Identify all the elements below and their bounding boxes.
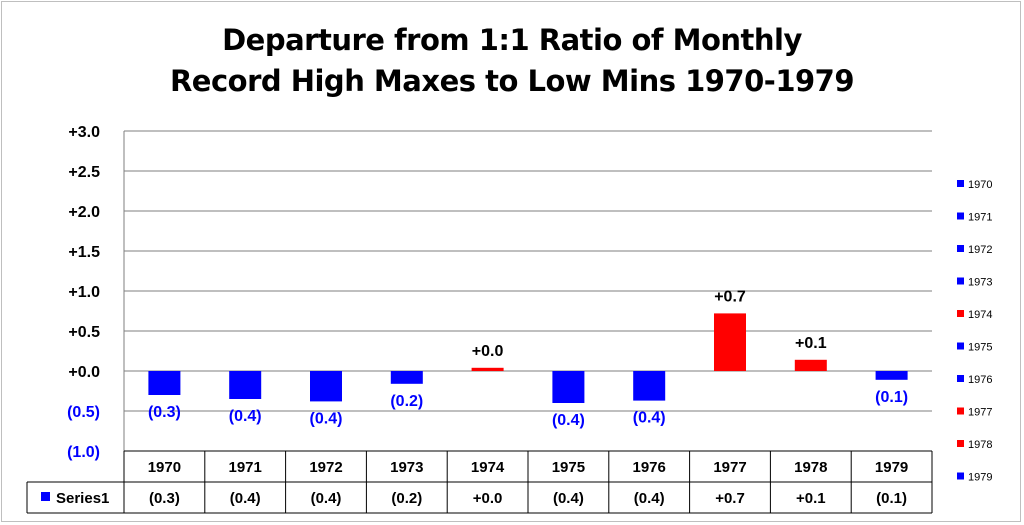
x-tick-label: 1977: [713, 459, 746, 476]
y-tick-label: +3.0: [68, 124, 100, 141]
legend-swatch: [957, 440, 964, 447]
data-label: (0.1): [875, 389, 908, 406]
data-label: +0.1: [795, 335, 827, 352]
table-cell: (0.4): [553, 490, 584, 507]
data-label: (0.4): [310, 410, 343, 427]
data-label: +0.7: [714, 288, 746, 305]
legend: 1970 1971 1972 1973 1974 1975 1976 1977 1978 1979: [957, 179, 992, 484]
y-tick-label: +1.0: [68, 284, 100, 301]
y-tick-label: +2.5: [68, 164, 100, 181]
bar-1976: [633, 371, 666, 401]
legend-entry: 1974: [968, 309, 992, 321]
legend-swatch: [957, 245, 964, 252]
legend-swatch: [957, 212, 964, 220]
data-label: (0.4): [552, 412, 585, 429]
bar-1972: [310, 371, 342, 402]
x-tick-label: 1972: [309, 459, 342, 476]
y-axis-ticks: +3.0 +2.5 +2.0 +1.5 +1.0 +0.5 +0.0 (0.5) (1.0): [67, 124, 100, 461]
chart-title: Departure from 1:1 Ratio of Monthly Reco…: [0, 20, 1024, 102]
table-cell: (0.2): [391, 490, 422, 507]
legend-entry: 1971: [968, 212, 992, 224]
legend-swatch: [957, 180, 964, 187]
legend-swatch: [957, 310, 964, 317]
legend-entry: 1970: [968, 179, 992, 191]
bar-1975: [552, 371, 585, 403]
y-tick-label: +1.5: [68, 244, 100, 261]
bar-1970: [148, 371, 181, 395]
legend-swatch: [957, 342, 964, 350]
y-tick-label: (1.0): [67, 444, 100, 461]
data-label: (0.4): [633, 410, 666, 427]
bar-1971: [229, 371, 262, 399]
bars: [148, 313, 908, 403]
x-tick-label: 1979: [875, 459, 908, 476]
bar-1977: [714, 313, 746, 371]
x-tick-label: 1970: [148, 459, 181, 476]
chart-title-line-1: Departure from 1:1 Ratio of Monthly: [222, 23, 802, 57]
x-tick-label: 1973: [390, 459, 423, 476]
legend-entry: 1973: [968, 277, 992, 289]
x-tick-label: 1971: [229, 459, 262, 476]
bar-1973: [390, 371, 423, 384]
table-cell: +0.7: [715, 490, 745, 507]
x-tick-label: 1974: [471, 459, 505, 476]
bar-1974: [471, 367, 504, 371]
table-cell: (0.4): [634, 490, 665, 507]
table-cell: +0.0: [473, 490, 503, 507]
legend-entry: 1977: [968, 407, 992, 419]
legend-entry: 1975: [968, 342, 992, 354]
table-cell: (0.4): [230, 490, 261, 507]
data-table: 1970 (0.3) 1971 (0.4) 1972 (0.4) 1973 (0.2) 1974…: [26, 450, 933, 514]
data-label: (0.3): [148, 404, 181, 421]
y-tick-label: +2.0: [68, 204, 100, 221]
legend-entry: 1979: [968, 472, 992, 484]
table-cell: (0.3): [149, 490, 180, 507]
series-name: Series1: [56, 490, 109, 507]
table-cell: +0.1: [796, 490, 826, 507]
data-label: (0.2): [390, 393, 423, 410]
y-tick-label: (0.5): [67, 404, 100, 421]
legend-entry: 1976: [968, 374, 992, 386]
legend-swatch: [957, 472, 964, 480]
legend-entry: 1978: [968, 439, 992, 451]
x-tick-label: 1978: [794, 459, 827, 476]
data-label: +0.0: [472, 343, 504, 360]
x-tick-label: 1975: [552, 459, 585, 476]
legend-swatch: [957, 407, 964, 415]
table-cell: (0.4): [311, 490, 342, 507]
x-tick-label: 1976: [633, 459, 666, 476]
chart-title-line-2: Record High Maxes to Low Mins 1970-1979: [169, 64, 855, 98]
table-cell: (0.1): [876, 490, 907, 507]
series-key: [41, 492, 50, 501]
legend-swatch: [957, 375, 964, 382]
y-tick-label: +0.0: [68, 364, 100, 381]
gridlines: [123, 130, 932, 451]
data-label: (0.4): [229, 408, 262, 425]
y-tick-label: +0.5: [68, 324, 100, 341]
bar-1979: [875, 371, 908, 380]
legend-entry: 1972: [968, 244, 992, 256]
legend-swatch: [957, 277, 964, 285]
bar-1978: [794, 359, 827, 371]
data-labels: (0.3) (0.4) (0.4) (0.2) +0.0 (0.4) (0.4) +0.7 +0…: [148, 288, 908, 429]
